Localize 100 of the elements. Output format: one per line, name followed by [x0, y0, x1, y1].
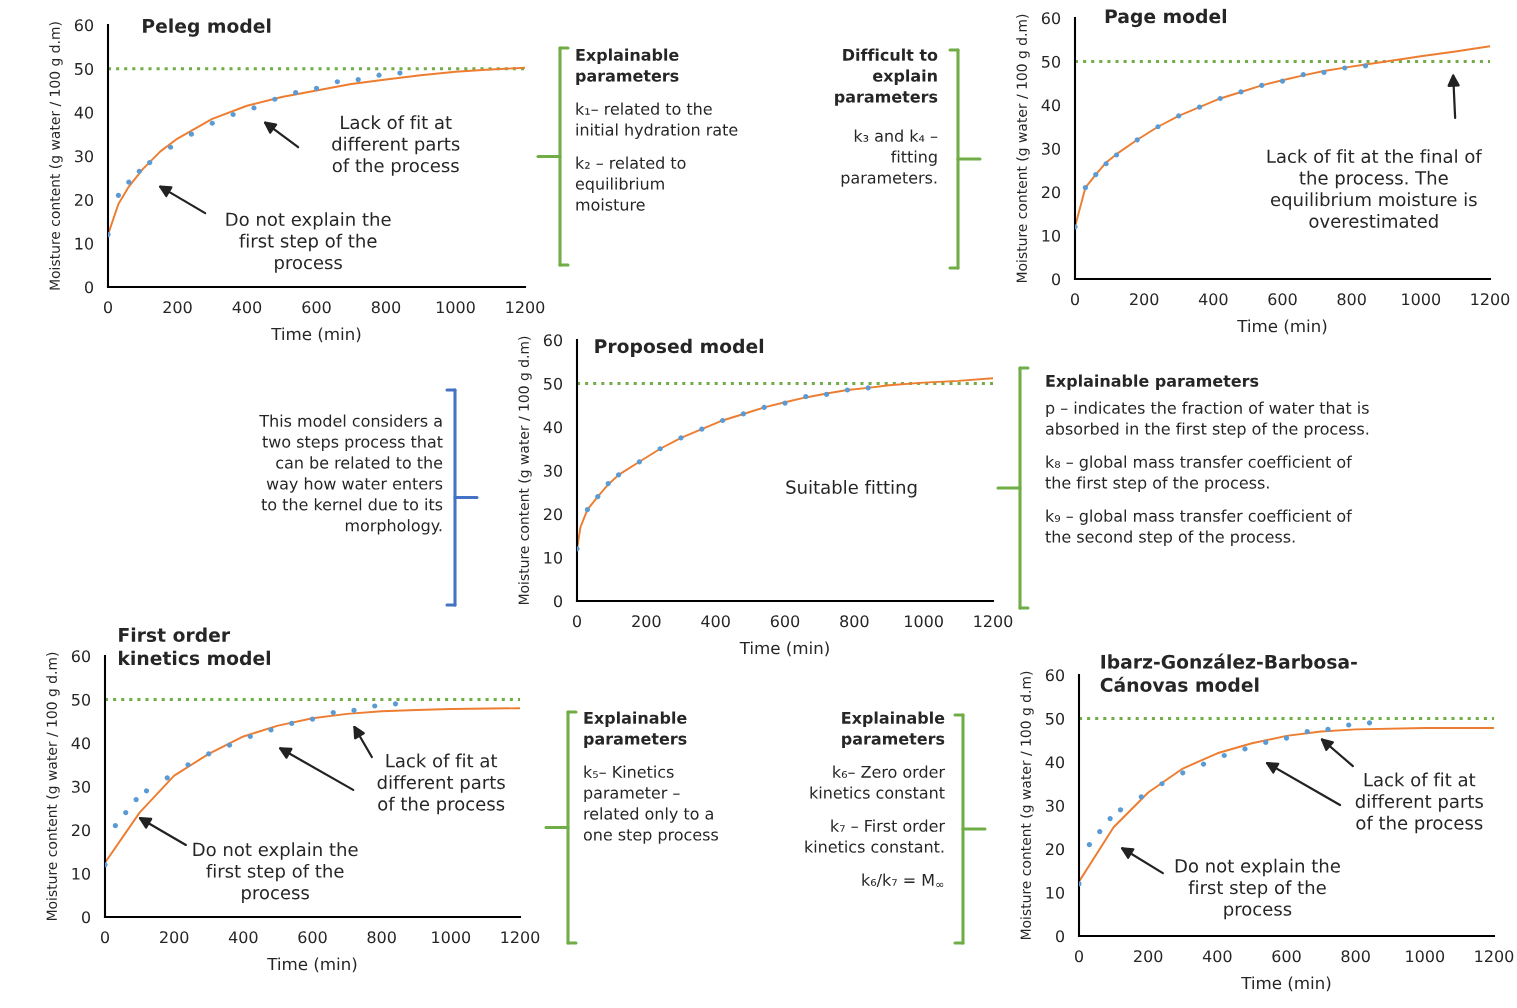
point: [136, 168, 142, 174]
point: [1176, 113, 1182, 119]
text: k₆/k₇ = M$_{∞}$: [862, 873, 944, 888]
x-tick-label: 0: [572, 615, 582, 628]
point: [143, 788, 150, 794]
point: [1086, 842, 1092, 848]
point: [268, 727, 274, 733]
x-tick-label: 600: [302, 301, 331, 314]
x-tick-label: 200: [632, 615, 661, 628]
text: k₈ – global mass transfer coefficient of the first step of the process.: [1045, 455, 1353, 492]
point: [1093, 172, 1099, 178]
y-tick-label: 40: [71, 737, 91, 750]
chart-title: First order kinetics model: [119, 627, 271, 666]
y-tick-label: 50: [544, 377, 563, 390]
point: [803, 393, 809, 400]
point: [330, 709, 336, 716]
x-tick-label: 1200: [501, 931, 540, 944]
annotation: Lack of fit at different parts of the process: [377, 753, 505, 815]
text: Difficult to explain parameters: [835, 48, 938, 106]
line-series: [1075, 45, 1490, 228]
x-tick-label: 1000: [905, 615, 943, 628]
y-tick-label: 60: [74, 19, 94, 32]
point: [1097, 829, 1103, 835]
y-tick-label: 60: [1045, 669, 1065, 682]
point: [1304, 728, 1310, 735]
y-tick-label: 30: [1042, 142, 1061, 155]
y-tick-label: 40: [1045, 756, 1065, 769]
annotation: Do not explain the first step of the process: [226, 212, 391, 273]
annotation: Do not explain the first step of the process: [193, 842, 358, 903]
annotation: Lack of fit at the final of the process. The equilibrium moisture is overestimated: [1267, 149, 1483, 228]
point: [678, 435, 684, 441]
chart-title: Ibarz-González-Barbosa- Cánovas model: [1100, 653, 1357, 693]
x-tick-label: 1200: [1471, 293, 1510, 306]
x-tick-label: 1000: [1402, 293, 1441, 306]
chart-title: Page model: [1105, 8, 1227, 28]
point: [1117, 807, 1124, 813]
point: [584, 507, 590, 513]
text: p – indicates the fraction of water that is absorbed in the first step of the process.: [1045, 401, 1369, 438]
y-tick-label: 60: [1041, 12, 1061, 25]
x-tick-label: 0: [103, 301, 113, 314]
point: [376, 72, 382, 78]
x-tick-label: 800: [1341, 950, 1370, 963]
point: [392, 701, 399, 707]
point: [1325, 726, 1331, 732]
point: [740, 411, 746, 417]
x-tick-label: 400: [232, 301, 262, 314]
x-tick-label: 0: [1070, 293, 1080, 306]
y-tick-label: 50: [72, 693, 91, 706]
x-axis-title: Time (min): [739, 641, 829, 657]
point: [699, 426, 705, 432]
x-tick-label: 400: [701, 615, 730, 628]
text: k₆– Zero order kinetics constant: [810, 765, 945, 799]
point: [595, 494, 601, 500]
point: [1107, 815, 1113, 822]
point: [1113, 152, 1120, 158]
point: [230, 111, 236, 118]
point: [1134, 137, 1140, 143]
point: [844, 387, 850, 393]
x-tick-label: 800: [371, 301, 401, 314]
annotation: Lack of fit at different parts of the process: [1355, 772, 1483, 834]
y-tick-label: 20: [1041, 186, 1061, 199]
point: [123, 810, 129, 816]
y-tick-label: 40: [74, 106, 94, 119]
x-tick-label: 600: [770, 615, 800, 628]
point: [1259, 82, 1265, 89]
point: [1217, 95, 1223, 102]
point: [293, 90, 299, 96]
chart-title: Proposed model: [595, 338, 764, 357]
point: [1283, 735, 1290, 741]
y-tick-label: 10: [72, 867, 91, 880]
point: [112, 823, 118, 829]
point: [1180, 770, 1186, 776]
point: [185, 762, 191, 768]
point: [1103, 161, 1109, 167]
point: [372, 703, 378, 709]
text: Explainable parameters: [584, 711, 687, 748]
y-tick-label: 60: [71, 650, 91, 663]
point: [761, 404, 767, 411]
x-tick-label: 600: [1272, 950, 1301, 963]
x-tick-label: 400: [1198, 293, 1228, 306]
x-tick-label: 200: [160, 931, 189, 944]
point: [1238, 89, 1244, 95]
point: [1082, 185, 1088, 191]
point: [115, 192, 122, 198]
point: [1159, 781, 1165, 787]
y-tick-label: 10: [1042, 229, 1061, 242]
x-tick-label: 1000: [432, 931, 471, 944]
x-tick-label: 200: [1130, 293, 1159, 306]
x-tick-label: 200: [163, 301, 192, 314]
point: [865, 385, 871, 391]
annotation: Do not explain the first step of the process: [1175, 858, 1340, 920]
y-tick-label: 30: [544, 464, 563, 477]
y-tick-label: 50: [75, 62, 94, 75]
point: [1263, 739, 1269, 746]
x-tick-label: 1000: [436, 301, 475, 314]
x-tick-label: 0: [100, 931, 110, 944]
x-tick-label: 400: [228, 931, 258, 944]
x-tick-label: 600: [298, 931, 327, 944]
point: [1138, 794, 1144, 800]
x-tick-label: 1200: [1475, 950, 1514, 963]
